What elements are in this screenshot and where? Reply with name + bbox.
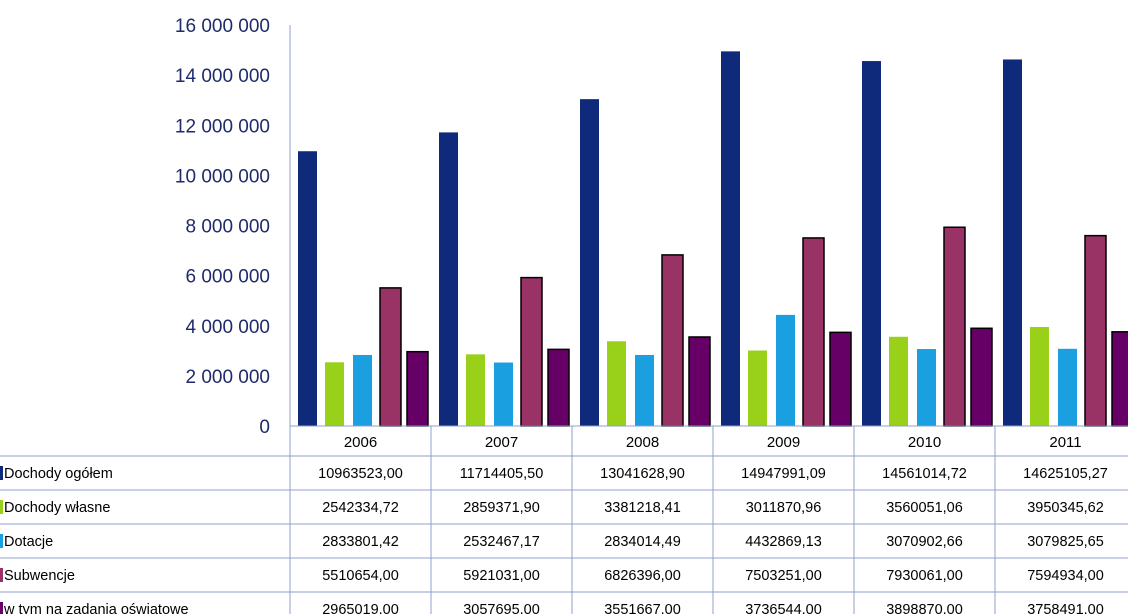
y-tick-label: 14 000 000 [175, 66, 270, 87]
category-label: 2006 [344, 434, 377, 451]
y-tick-label: 0 [259, 417, 270, 438]
bar-w-tym-na-zadania-oświatowe-2008 [688, 336, 711, 427]
category-label: 2010 [908, 434, 941, 451]
bar-dochody-ogółem-2008 [580, 99, 599, 427]
data-cell: 6826396,00 [604, 568, 681, 584]
category-label: 2011 [1049, 434, 1081, 451]
series-label: w tym na zadania oświatowe [3, 602, 189, 614]
data-cell: 3950345,62 [1027, 500, 1104, 516]
data-cell: 2965019,00 [322, 602, 399, 614]
bar-w-tym-na-zadania-oświatowe-2007 [547, 348, 570, 427]
data-cell: 7930061,00 [886, 568, 963, 584]
data-cell: 3560051,06 [886, 500, 963, 516]
bar-w-tym-na-zadania-oświatowe-2011 [1111, 331, 1128, 427]
data-cell: 3070902,66 [886, 534, 963, 550]
data-cell: 3057695,00 [463, 602, 540, 614]
data-cell: 2542334,72 [322, 500, 399, 516]
y-tick-label: 10 000 000 [175, 166, 270, 187]
data-cell: 3011870,96 [746, 500, 822, 516]
bar-dotacje-2010 [917, 349, 936, 426]
bar-dotacje-2006 [353, 354, 372, 426]
data-cell: 14625105,27 [1023, 466, 1108, 482]
category-label: 2007 [485, 434, 518, 451]
data-cell: 14947991,09 [741, 466, 826, 482]
legend-key [0, 534, 3, 548]
bar-dochody-własne-2010 [889, 336, 908, 426]
data-cell: 11714405,50 [460, 466, 544, 482]
y-tick-label: 16 000 000 [175, 16, 270, 37]
data-cell: 2859371,90 [463, 500, 540, 516]
data-cell: 3079825,65 [1027, 534, 1104, 550]
series-label: Dochody własne [4, 500, 110, 516]
bar-subwencje-2007 [520, 276, 543, 427]
bar-dochody-własne-2007 [466, 354, 485, 426]
bar-dotacje-2009 [776, 314, 795, 426]
data-cell: 2532467,17 [463, 534, 540, 550]
data-table: 2006 2007 2008 2009 2010 2011 Dochody ogółem 10… [0, 25, 1128, 614]
bar-subwencje-2008 [661, 254, 684, 427]
bars [298, 51, 1128, 427]
legend-key [0, 568, 3, 582]
bar-subwencje-2006 [379, 287, 402, 427]
data-cell: 5921031,00 [463, 568, 540, 584]
data-cell: 10963523,00 [318, 466, 403, 482]
legend-key [0, 602, 3, 614]
bar-subwencje-2010 [943, 226, 966, 427]
y-tick-label: 8 000 000 [185, 217, 270, 238]
y-tick-label: 12 000 000 [175, 116, 270, 137]
data-cell: 2834014,49 [604, 534, 681, 550]
bar-subwencje-2011 [1084, 234, 1107, 427]
category-label: 2009 [767, 434, 800, 451]
bar-dochody-ogółem-2006 [298, 151, 317, 427]
series-label: Dotacje [4, 534, 53, 550]
series-label: Subwencje [4, 568, 75, 584]
bar-dochody-własne-2006 [325, 362, 344, 426]
y-tick-label: 6 000 000 [185, 267, 270, 288]
series-label: Dochody ogółem [4, 466, 113, 482]
y-axis: 0 2 000 000 4 000 000 6 000 000 8 000 000 10 … [175, 16, 270, 438]
bar-subwencje-2009 [802, 237, 825, 427]
bar-w-tym-na-zadania-oświatowe-2010 [970, 327, 993, 427]
legend-key [0, 466, 3, 480]
data-cell: 2833801,42 [322, 534, 399, 550]
bar-dochody-ogółem-2011 [1003, 59, 1022, 426]
category-label: 2008 [626, 434, 659, 451]
bar-dotacje-2007 [494, 362, 513, 426]
legend-key [0, 500, 3, 514]
data-cell: 3758491,00 [1027, 602, 1104, 614]
data-cell: 4432869,13 [745, 534, 822, 550]
data-cell: 14561014,72 [882, 466, 967, 482]
bar-dotacje-2011 [1058, 348, 1077, 426]
bar-dochody-ogółem-2009 [721, 51, 740, 427]
bar-dochody-ogółem-2007 [439, 132, 458, 426]
bar-dochody-własne-2011 [1030, 326, 1049, 426]
bar-dochody-własne-2008 [607, 341, 626, 426]
data-cell: 13041628,90 [600, 466, 685, 482]
bar-dotacje-2008 [635, 354, 654, 426]
data-cell: 7594934,00 [1027, 568, 1104, 584]
bar-w-tym-na-zadania-oświatowe-2009 [829, 331, 852, 427]
data-cell: 5510654,00 [322, 568, 399, 584]
y-tick-label: 2 000 000 [185, 367, 270, 388]
bar-dochody-własne-2009 [748, 350, 767, 426]
data-cell: 3551667,00 [604, 602, 681, 614]
bar-w-tym-na-zadania-oświatowe-2006 [406, 350, 429, 427]
y-tick-label: 4 000 000 [185, 317, 270, 338]
data-cell: 3898870,00 [886, 602, 963, 614]
bar-dochody-ogółem-2010 [862, 61, 881, 426]
data-cell: 3381218,41 [604, 500, 681, 516]
data-cell: 3736544,00 [745, 602, 822, 614]
data-cell: 7503251,00 [745, 568, 822, 584]
